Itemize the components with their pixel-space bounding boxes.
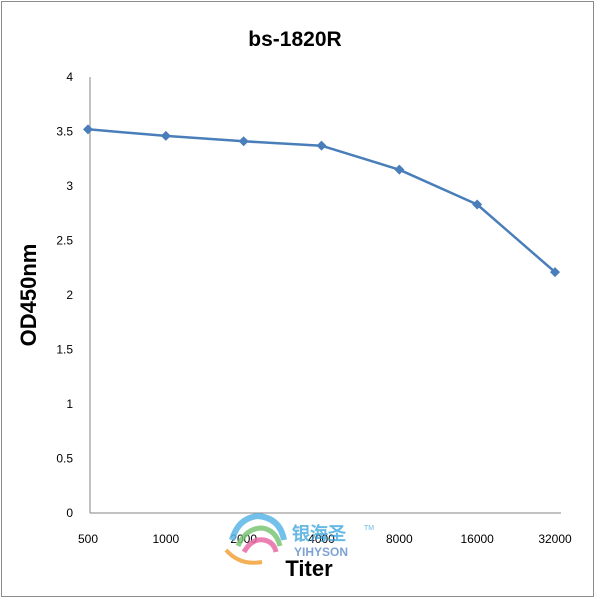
data-point-marker [238,136,249,147]
x-tick-label: 32000 [538,532,572,546]
y-tick-label: 4 [66,70,73,84]
watermark-logo: 银海圣 TM YIHYSON [224,512,374,565]
y-tick-label: 3.5 [56,125,73,139]
chart-title: bs-1820R [248,28,341,51]
y-tick-labels: 0 0.5 1 1.5 2 2.5 3 3.5 4 [56,70,73,520]
y-tick-label: 1.5 [56,343,73,357]
y-tick-label: 2 [66,288,73,302]
y-tick-label: 3 [66,179,73,193]
y-tick-label: 2.5 [56,234,73,248]
x-tick-label: 4000 [308,532,335,546]
y-tick-label: 0.5 [56,452,73,466]
x-tick-label: 16000 [460,532,494,546]
y-axis-title: OD450nm [16,244,41,347]
series-markers [83,124,560,278]
series-line [87,128,556,274]
x-axis-title: Titer [285,556,333,581]
data-point-marker [316,140,327,151]
x-tick-label: 1000 [152,532,179,546]
watermark-latin-text: YIHYSON [294,545,348,559]
watermark-tm-text: TM [364,525,374,532]
data-point-marker [394,164,405,175]
watermark-chinese-text: 银海圣 [292,523,347,544]
x-tick-label: 8000 [386,532,413,546]
y-tick-label: 1 [66,397,73,411]
data-point-marker [160,130,171,141]
data-point-marker [472,199,483,210]
data-point-marker [550,267,560,278]
data-point-marker [83,124,93,135]
y-tick-label: 0 [66,506,73,520]
x-tick-label: 500 [78,532,98,546]
